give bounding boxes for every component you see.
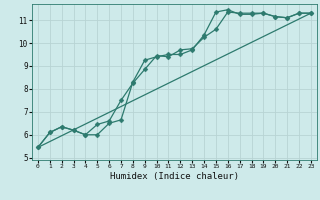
X-axis label: Humidex (Indice chaleur): Humidex (Indice chaleur)	[110, 172, 239, 181]
